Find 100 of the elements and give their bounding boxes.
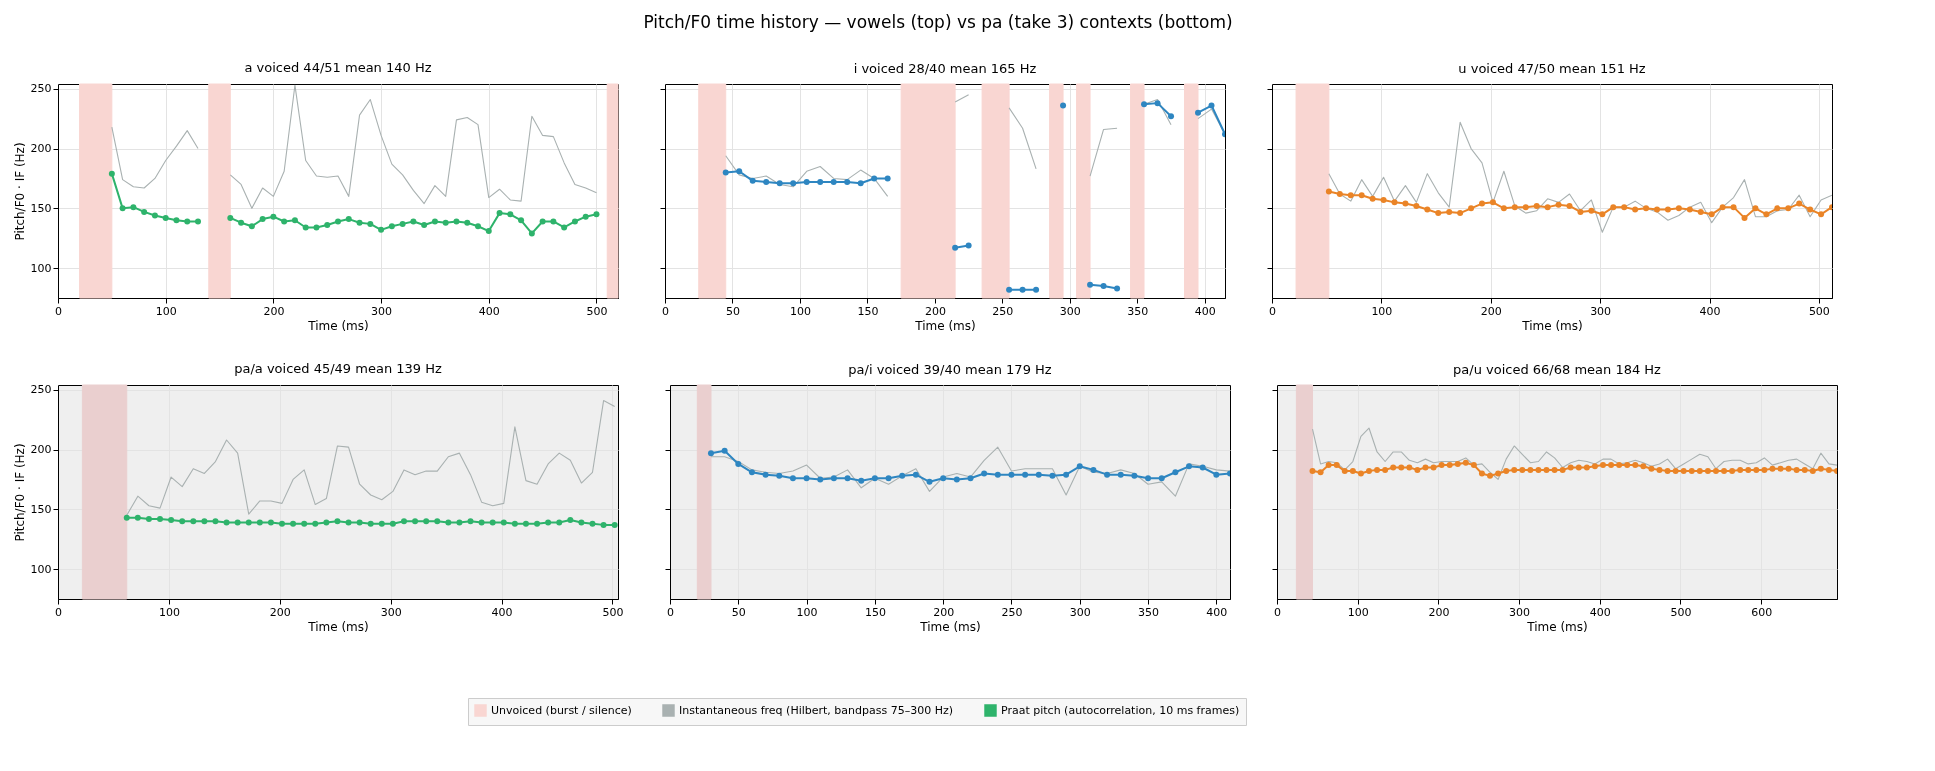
legend-label: Praat pitch (autocorrelation, 10 ms frames): [1001, 703, 1240, 717]
point: [1643, 205, 1650, 212]
x-axis-title: Time (ms): [919, 619, 981, 634]
x-tick-label: 400: [491, 605, 513, 619]
point: [1380, 196, 1387, 203]
point: [1369, 195, 1376, 202]
point: [1199, 464, 1206, 471]
point: [227, 214, 234, 221]
point: [1818, 211, 1825, 218]
point: [776, 180, 783, 187]
x-tick-label: 200: [924, 304, 946, 318]
point: [1697, 208, 1704, 215]
point: [1664, 206, 1671, 213]
point: [1577, 208, 1584, 215]
x-tick-label: 100: [789, 304, 811, 318]
point: [1104, 471, 1111, 478]
point: [108, 170, 115, 177]
point: [281, 218, 288, 225]
point: [1457, 210, 1464, 217]
point: [1087, 281, 1094, 288]
point: [367, 220, 374, 227]
point: [762, 471, 769, 478]
point: [1090, 466, 1097, 473]
x-tick-label: 100: [1347, 605, 1369, 619]
point: [1774, 205, 1781, 212]
point: [1741, 214, 1748, 221]
point: [1060, 102, 1067, 109]
point: [571, 218, 578, 225]
point: [1391, 199, 1398, 206]
point: [173, 217, 180, 224]
point: [1500, 205, 1507, 212]
point: [464, 219, 471, 226]
point: [965, 242, 972, 249]
x-tick-label: 400: [1589, 605, 1611, 619]
x-tick-label: 200: [933, 605, 955, 619]
point: [1544, 204, 1551, 211]
y-tick-label: 200: [30, 142, 52, 156]
point: [899, 472, 906, 479]
x-tick-label: 400: [1206, 605, 1228, 619]
y-tick-label: 250: [30, 383, 52, 397]
point: [884, 175, 891, 182]
point: [1708, 211, 1715, 218]
y-tick-label: 100: [30, 261, 52, 275]
point: [593, 211, 600, 218]
point: [1413, 202, 1420, 209]
x-axis-title: Time (ms): [914, 318, 976, 333]
chart-title: pa/a voiced 45/49 mean 139 Hz: [234, 360, 442, 376]
point: [830, 179, 837, 186]
point: [994, 471, 1001, 478]
point: [162, 214, 169, 221]
point: [1358, 192, 1365, 199]
x-tick-label: 300: [371, 304, 393, 318]
point: [496, 210, 503, 217]
point: [981, 470, 988, 477]
point: [388, 223, 395, 230]
point: [141, 208, 148, 215]
point: [410, 218, 417, 225]
point: [313, 224, 320, 231]
point: [790, 180, 797, 187]
point: [844, 475, 851, 482]
x-tick-label: 50: [731, 605, 746, 619]
point: [1533, 202, 1540, 209]
point: [803, 179, 810, 186]
x-tick-label: 300: [380, 605, 402, 619]
x-tick-label: 300: [1059, 304, 1081, 318]
point: [1022, 471, 1029, 478]
point: [857, 180, 864, 187]
point: [1599, 211, 1606, 218]
point: [475, 223, 481, 230]
point: [1100, 283, 1107, 290]
point: [1730, 204, 1737, 211]
x-tick-label: 500: [602, 605, 624, 619]
point: [1632, 206, 1639, 213]
point: [550, 218, 557, 225]
x-tick-label: 200: [1428, 605, 1450, 619]
point: [952, 244, 959, 251]
x-tick-label: 0: [55, 304, 62, 318]
x-tick-label: 300: [1590, 304, 1612, 318]
point: [1621, 204, 1628, 211]
point: [844, 179, 851, 186]
point: [749, 177, 756, 184]
point: [1158, 475, 1165, 482]
point: [1154, 100, 1161, 107]
point: [335, 218, 341, 225]
point: [736, 168, 743, 175]
point: [776, 472, 783, 479]
chart-title: pa/i voiced 39/40 mean 179 Hz: [848, 361, 1052, 377]
point: [707, 450, 714, 457]
point: [885, 475, 892, 482]
point: [238, 219, 245, 226]
point: [1033, 286, 1040, 293]
x-tick-label: 0: [662, 304, 669, 318]
point: [1145, 475, 1152, 482]
point: [1555, 201, 1562, 208]
point: [817, 179, 824, 186]
point: [442, 219, 449, 226]
point: [1435, 210, 1442, 217]
point: [830, 475, 837, 482]
point: [1195, 109, 1202, 116]
x-axis-title: Time (ms): [307, 619, 369, 634]
